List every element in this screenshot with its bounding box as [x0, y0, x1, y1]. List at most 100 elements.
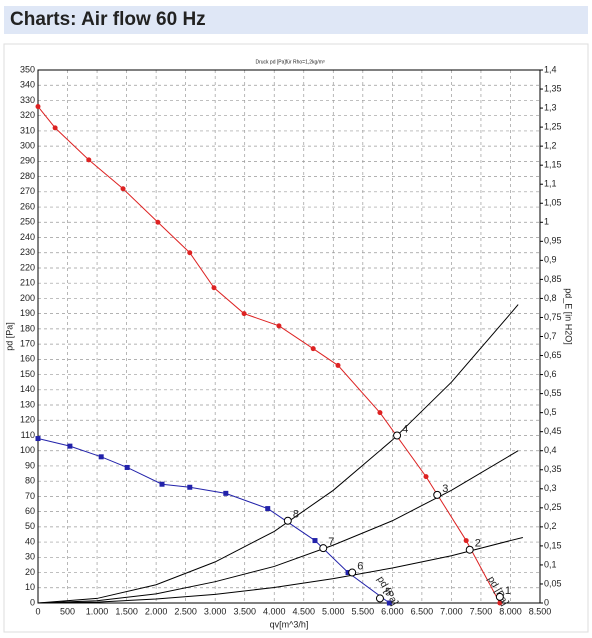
y2-tick-label: 0,1	[544, 559, 557, 569]
y2-tick-label: 0,8	[544, 293, 557, 303]
x-tick-label: 7.500	[470, 606, 493, 616]
y-tick-label: 100	[20, 445, 35, 455]
x-tick-label: 8.500	[529, 606, 552, 616]
y2-tick-label: 0,4	[544, 445, 557, 455]
y-tick-label: 260	[20, 201, 35, 211]
x-tick-label: 2.500	[174, 606, 197, 616]
marker	[120, 186, 126, 192]
y-tick-label: 220	[20, 262, 35, 272]
operating-point	[495, 592, 504, 601]
y-tick-label: 340	[20, 80, 35, 90]
operating-point	[319, 544, 328, 553]
y-tick-label: 190	[20, 308, 35, 318]
y-tick-label: 250	[20, 217, 35, 227]
point-label: 6	[357, 560, 363, 572]
series-line	[37, 450, 519, 604]
y2-tick-label: 0,05	[544, 578, 562, 588]
y-tick-label: 50	[25, 521, 35, 531]
y2-tick-label: 1,35	[544, 83, 562, 93]
y2-tick-label: 0,9	[544, 255, 557, 265]
y2-tick-label: 1,3	[544, 102, 557, 112]
marker	[98, 454, 104, 460]
marker	[52, 125, 58, 131]
y2-tick-label: 1,4	[544, 64, 557, 74]
y-tick-label: 200	[20, 293, 35, 303]
x-tick-label: 3.500	[233, 606, 256, 616]
y-tick-label: 110	[21, 430, 35, 440]
marker	[35, 104, 41, 110]
marker	[497, 600, 503, 606]
marker	[35, 436, 41, 442]
y-tick-label: 350	[20, 64, 35, 74]
marker	[265, 506, 271, 512]
y2-tick-label: 0,85	[544, 274, 562, 284]
marker	[187, 484, 193, 490]
x-tick-label: 4.500	[292, 606, 315, 616]
y-tick-label: 280	[20, 171, 35, 181]
chart: Druck pd [Pa]für Rho=1,2kg/m³ 0 50 0 1.000 1…	[3, 43, 589, 633]
x-tick-label: 5.500	[352, 606, 375, 616]
y2-tick-label: 0,15	[544, 540, 562, 550]
y-tick-label: 150	[20, 369, 35, 379]
marker	[312, 538, 318, 544]
marker	[463, 538, 469, 544]
y2-tick-label: 0,95	[544, 236, 562, 246]
x-tick-label: 6.500	[411, 606, 434, 616]
y-tick-label: 90	[25, 460, 35, 470]
point-label: 3	[442, 483, 448, 495]
marker	[86, 157, 92, 163]
y-tick-label: 310	[20, 125, 35, 135]
y2-tick-label: 0,75	[544, 312, 562, 322]
marker	[211, 285, 217, 291]
y2-tick-label: 0	[544, 597, 549, 607]
x-tick-label: 2.000	[145, 606, 168, 616]
chart-title: Druck pd [Pa]für Rho=1,2kg/m³	[255, 59, 324, 65]
y-tick-label: 300	[20, 141, 35, 151]
x-tick-label: 8.000	[499, 606, 522, 616]
y2-tick-label: 1,15	[544, 160, 562, 170]
x-tick-label: 4.000	[263, 606, 286, 616]
y2-tick-label: 1,25	[544, 121, 562, 131]
point-label: 2	[475, 538, 481, 550]
plot-frame	[37, 69, 541, 604]
operating-point	[465, 545, 474, 554]
y-tick-label: 30	[25, 552, 35, 562]
y-tick-label: 60	[25, 506, 35, 516]
point-label: 4	[402, 423, 408, 435]
y-tick-label: 10	[25, 582, 35, 592]
operating-point	[433, 490, 442, 499]
y2-tick-label: 0,5	[544, 407, 557, 417]
y-tick-label: 230	[20, 247, 35, 257]
y-tick-label: 40	[25, 536, 35, 546]
series-line	[37, 304, 519, 604]
point-label: 7	[328, 536, 334, 548]
marker	[276, 323, 282, 329]
y2-tick-label: 0,3	[544, 483, 557, 493]
y2-tick-label: 1	[544, 217, 549, 227]
operating-point	[348, 568, 357, 577]
y-tick-label: 180	[20, 323, 35, 333]
y-tick-label: 70	[25, 491, 35, 501]
operating-point	[375, 594, 384, 603]
y2-tick-label: 0,35	[544, 464, 562, 474]
point-label: 1	[505, 585, 511, 597]
marker	[124, 464, 130, 470]
x-tick-label: 6.000	[381, 606, 404, 616]
y-tick-label: 170	[20, 338, 35, 348]
y-tick-label: 140	[20, 384, 35, 394]
y2-tick-label: 1,1	[544, 179, 557, 189]
marker	[159, 481, 165, 487]
y-tick-label: 80	[25, 476, 35, 486]
series-line	[37, 537, 523, 604]
marker	[377, 410, 383, 416]
marker	[67, 443, 73, 449]
y2-tick-label: 0,45	[544, 426, 562, 436]
x-tick-label: 1.000	[86, 606, 109, 616]
x-tick-label: 0	[35, 606, 40, 616]
marker	[223, 490, 229, 496]
operating-point	[393, 431, 402, 440]
marker	[187, 250, 193, 256]
y-tick-label: 210	[20, 278, 35, 288]
operating-point	[283, 516, 292, 525]
y-tick-label: 320	[20, 110, 35, 120]
